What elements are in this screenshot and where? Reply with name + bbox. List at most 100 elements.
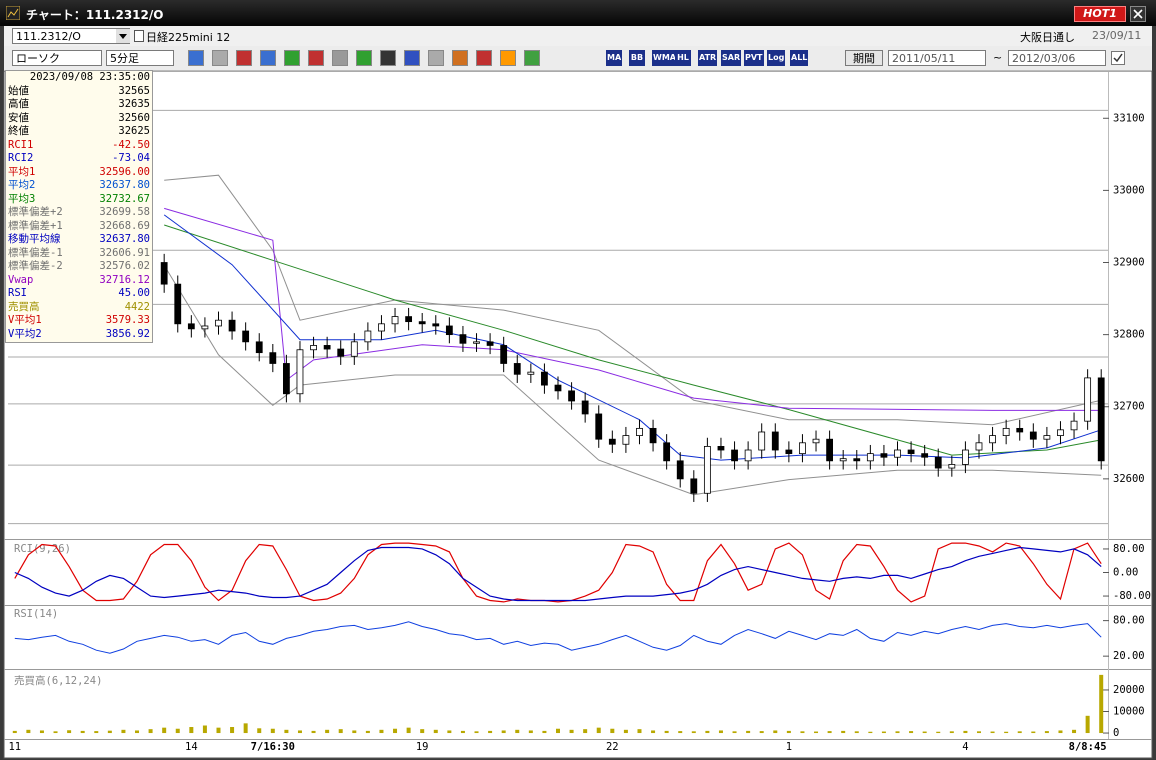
candle-body [771, 431, 779, 451]
hot-button[interactable]: HOT1 [1074, 6, 1126, 22]
y-tick-label: 20.00 [1113, 650, 1145, 662]
tool-icon[interactable] [452, 50, 468, 66]
candle-body [894, 449, 901, 458]
tool-icon[interactable] [404, 50, 420, 66]
start-date-input[interactable]: 2011/05/11 [888, 50, 986, 66]
candle-body [962, 449, 969, 465]
candle-body [853, 458, 861, 462]
interval-select[interactable]: 5分足 [106, 50, 174, 66]
y-tick-label: 0 [1113, 727, 1119, 739]
volume-bar [678, 731, 683, 734]
candle-body [839, 458, 847, 462]
candle-body [269, 352, 277, 364]
tool-icon[interactable]: ATR [698, 50, 718, 66]
candle-body [432, 323, 440, 327]
tool-icon[interactable]: PVT [744, 50, 764, 66]
tool-icon[interactable] [236, 50, 252, 66]
tool-icon[interactable] [188, 50, 204, 66]
tool-icon[interactable] [308, 50, 324, 66]
candle-body [744, 449, 752, 462]
tool-icon[interactable] [500, 50, 516, 66]
volume-bar [297, 730, 302, 734]
volume-bar [216, 727, 221, 734]
tool-icon[interactable]: ALL [790, 50, 809, 66]
candle-body [921, 453, 929, 458]
tool-icon[interactable] [284, 50, 300, 66]
volume-bar [827, 731, 832, 734]
volume-bar [1004, 731, 1009, 734]
candle-body [608, 438, 616, 445]
info-row: 高値 32635 [6, 98, 152, 112]
volume-bar [338, 729, 343, 734]
tool-icon[interactable] [260, 50, 276, 66]
candle-body [622, 435, 630, 445]
info-label: 移動平均線 [8, 233, 61, 245]
chart-style-select[interactable]: ローソク [12, 50, 102, 66]
checkbox[interactable] [1111, 51, 1125, 65]
volume-bar [705, 730, 710, 734]
volume-bar [949, 731, 954, 734]
info-row: 移動平均線 32637.80 [6, 233, 152, 247]
tool-icon[interactable] [476, 50, 492, 66]
y-tick-label: 20000 [1113, 684, 1145, 696]
tool-icon[interactable]: WMA [652, 50, 677, 66]
candle-body [187, 323, 195, 330]
candle-body [758, 431, 766, 451]
end-date-input[interactable]: 2012/03/06 [1008, 50, 1106, 66]
x-tick-label: 4 [962, 741, 968, 753]
candle-body [242, 330, 250, 343]
tool-icon[interactable] [524, 50, 540, 66]
volume-bar [976, 731, 981, 734]
tool-icon[interactable] [212, 50, 228, 66]
info-label: RCI1 [8, 138, 34, 151]
tool-icon[interactable]: Log [767, 50, 786, 66]
range-separator: ~ [993, 51, 1003, 64]
volume-bar [393, 728, 398, 734]
candle-body [1002, 427, 1010, 436]
volume-bar [1031, 731, 1036, 734]
rci-line [14, 546, 1102, 602]
dropdown-arrow[interactable] [116, 29, 130, 43]
info-row: Vwap 32716.12 [6, 274, 152, 288]
close-button[interactable] [1130, 6, 1146, 22]
tool-icon[interactable] [380, 50, 396, 66]
chart-style: ローソク [16, 52, 60, 65]
info-row: RCI1 -42.50 [6, 139, 152, 153]
candle-body [799, 442, 806, 455]
info-row: RCI2 -73.04 [6, 152, 152, 166]
volume-bar [474, 731, 479, 734]
volume-bar [651, 730, 656, 734]
info-value: 4422 [124, 300, 150, 313]
info-row: 標準偏差-2 32576.02 [6, 260, 152, 274]
info-row: RSI 45.00 [6, 287, 152, 301]
tool-icon[interactable]: BB [629, 50, 645, 66]
info-label: RSI [8, 287, 27, 299]
volume-bar [909, 731, 914, 734]
volume-bar [881, 731, 886, 734]
info-label: RCI2 [8, 152, 34, 164]
candle-body [541, 371, 548, 386]
tool-icon[interactable]: SAR [721, 50, 742, 66]
period-button[interactable]: 期間 [845, 50, 883, 66]
symbol-input[interactable]: 111.2312/O [12, 28, 130, 44]
candle-body [1097, 377, 1105, 462]
x-tick-label: 7/16:30 [251, 741, 295, 753]
candle-body [1057, 429, 1064, 436]
info-label: Vwap [8, 273, 34, 286]
volume-bar [1099, 674, 1104, 734]
x-tick-label: 14 [185, 741, 198, 753]
volume-bar [488, 730, 493, 734]
tool-icon[interactable] [332, 50, 348, 66]
info-label: 安値 [8, 111, 29, 124]
candle-body [880, 453, 888, 458]
candle-body [337, 348, 345, 357]
tool-icon[interactable] [356, 50, 372, 66]
tool-icon[interactable]: MA [606, 50, 623, 66]
tool-icon[interactable] [428, 50, 444, 66]
y-tick-label: 32900 [1113, 257, 1145, 269]
volume-bar [365, 730, 370, 734]
candle-body [1016, 427, 1024, 433]
candle-body [201, 325, 209, 330]
tool-icon[interactable]: HL [675, 50, 691, 66]
info-rows: 始値 32565 高値 32635 安値 32560 終値 32625 RCI1 -42.50 RC… [6, 85, 152, 342]
